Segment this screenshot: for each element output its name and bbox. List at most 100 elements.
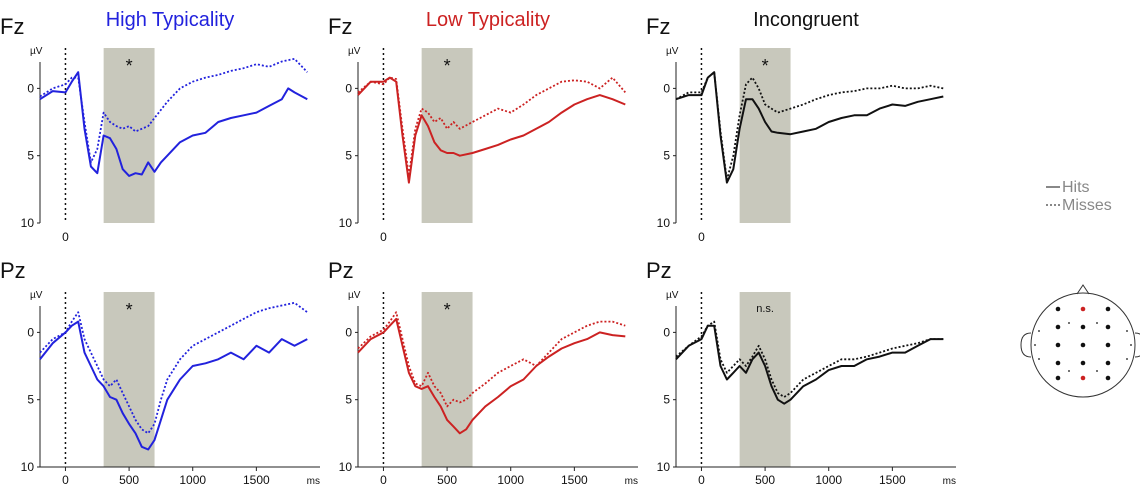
highlight-window-inc-pz <box>739 292 791 467</box>
electrode-dot-6 <box>1055 342 1061 348</box>
y-tick-label-low-fz-10: 10 <box>339 216 353 230</box>
highlight-window-high-pz <box>103 292 155 467</box>
significance-low-pz: * <box>444 300 451 320</box>
y-unit-inc-pz: µV <box>666 290 679 301</box>
panel-high-fz: 0 5 10 µV Fz 0 High Typicality * <box>0 9 308 244</box>
electrode-dot-13 <box>1080 375 1086 381</box>
x-unit-low-pz: ms <box>625 476 638 487</box>
electrode-dot-2 <box>1105 306 1111 312</box>
y-unit-inc-fz: µV <box>666 46 679 57</box>
panel-title-low-fz: Low Typicality <box>426 9 550 31</box>
legend-label-misses: Misses <box>1062 197 1112 214</box>
x-tick-label-inc-pz-1000: 1000 <box>815 473 842 487</box>
electrode-minor-dot-2 <box>1038 358 1040 360</box>
y-tick-label-low-pz-10: 10 <box>339 460 353 474</box>
y-unit-high-fz: µV <box>30 46 43 57</box>
electrode-head-map <box>1020 284 1140 398</box>
series-inc-fz-hits <box>675 71 944 184</box>
highlight-window-low-pz <box>421 292 473 467</box>
electrode-dot-10 <box>1080 360 1086 366</box>
highlight-window-low-fz <box>421 48 473 223</box>
electrode-label-high-pz: Pz <box>0 258 26 283</box>
electrode-dot-5 <box>1105 324 1111 330</box>
series-high-pz-hits <box>39 320 308 451</box>
x-tick-label-low-pz-1500: 1500 <box>561 473 588 487</box>
significance-high-pz: * <box>126 300 133 320</box>
significance-inc-fz: * <box>762 56 769 76</box>
electrode-label-inc-pz: Pz <box>646 258 672 283</box>
x-tick-label-high-pz-1000: 1000 <box>179 473 206 487</box>
series-low-pz-hits <box>357 317 626 435</box>
legend-label-hits: Hits <box>1062 179 1090 196</box>
electrode-minor-dot-5 <box>1096 322 1098 324</box>
panels-layer: 0 5 10 µV Fz 0 High Typicality * 0 5 10 µV Fz 0 Low Ty… <box>0 9 956 487</box>
electrode-dot-3 <box>1055 324 1061 330</box>
y-tick-label-inc-fz-5: 5 <box>663 149 670 163</box>
x-tick-label-low-pz-1000: 1000 <box>497 473 524 487</box>
electrode-minor-dot-8 <box>1034 344 1036 346</box>
x-unit-high-pz: ms <box>307 476 320 487</box>
significance-low-fz: * <box>444 56 451 76</box>
y-tick-label-low-pz-5: 5 <box>345 393 352 407</box>
highlight-window-inc-fz <box>739 48 791 223</box>
series-high-fz-hits <box>39 71 308 177</box>
x-tick-label-low-pz-0: 0 <box>380 473 387 487</box>
x-tick-label-high-pz-0: 0 <box>62 473 69 487</box>
y-tick-label-inc-pz-0: 0 <box>663 325 670 339</box>
panel-inc-pz: 0 5 10 µV Pz 0 500 1000 1500 ms n.s. <box>646 258 956 487</box>
series-high-pz-misses <box>39 301 308 435</box>
y-tick-label-low-pz-0: 0 <box>345 325 352 339</box>
electrode-minor-dot-1 <box>1126 330 1128 332</box>
electrode-dot-1 <box>1080 306 1086 312</box>
head-ear-right <box>1134 332 1140 358</box>
electrode-minor-dot-4 <box>1068 322 1070 324</box>
electrode-dot-0 <box>1055 306 1061 312</box>
x-tick-label-high-pz-500: 500 <box>119 473 139 487</box>
electrode-dot-4 <box>1080 324 1086 330</box>
y-tick-label-inc-pz-5: 5 <box>663 393 670 407</box>
series-inc-fz-misses <box>675 71 944 181</box>
electrode-label-high-fz: Fz <box>0 14 24 39</box>
electrode-label-inc-fz: Fz <box>646 14 670 39</box>
head-ear-left <box>1020 332 1032 358</box>
electrode-minor-dot-3 <box>1126 358 1128 360</box>
series-low-pz-misses <box>357 311 626 408</box>
series-inc-pz-hits <box>675 324 944 405</box>
series-low-fz-hits <box>357 76 626 184</box>
electrode-label-low-fz: Fz <box>328 14 352 39</box>
electrode-dot-12 <box>1055 375 1061 381</box>
onset-label-high-fz: 0 <box>62 230 69 244</box>
x-tick-label-low-pz-500: 500 <box>437 473 457 487</box>
x-tick-label-inc-pz-0: 0 <box>698 473 705 487</box>
electrode-minor-dot-7 <box>1096 370 1098 372</box>
y-tick-label-high-pz-5: 5 <box>27 393 34 407</box>
series-inc-pz-misses <box>675 320 944 398</box>
y-unit-low-fz: µV <box>348 46 361 57</box>
electrode-dot-14 <box>1105 375 1111 381</box>
panel-high-pz: 0 5 10 µV Pz 0 500 1000 1500 ms * <box>0 258 320 487</box>
panel-low-fz: 0 5 10 µV Fz 0 Low Typicality * <box>328 9 626 244</box>
head-nose <box>1076 284 1090 295</box>
electrode-minor-dot-9 <box>1130 344 1132 346</box>
y-unit-low-pz: µV <box>348 290 361 301</box>
electrode-label-low-pz: Pz <box>328 258 354 283</box>
series-high-fz-misses <box>39 57 308 164</box>
y-unit-high-pz: µV <box>30 290 43 301</box>
panel-title-inc-fz: Incongruent <box>753 9 859 31</box>
y-tick-label-high-fz-0: 0 <box>27 81 34 95</box>
x-tick-label-inc-pz-500: 500 <box>755 473 775 487</box>
y-tick-label-high-pz-0: 0 <box>27 325 34 339</box>
highlight-window-high-fz <box>103 48 155 223</box>
electrode-dot-7 <box>1080 342 1086 348</box>
series-low-fz-misses <box>357 76 626 177</box>
significance-high-fz: * <box>126 56 133 76</box>
y-tick-label-high-fz-10: 10 <box>21 216 35 230</box>
y-tick-label-inc-pz-10: 10 <box>657 460 671 474</box>
onset-label-low-fz: 0 <box>380 230 387 244</box>
panel-inc-fz: 0 5 10 µV Fz 0 Incongruent * <box>646 9 944 244</box>
panel-low-pz: 0 5 10 µV Pz 0 500 1000 1500 ms * <box>328 258 638 487</box>
onset-label-inc-fz: 0 <box>698 230 705 244</box>
y-tick-label-inc-fz-0: 0 <box>663 81 670 95</box>
